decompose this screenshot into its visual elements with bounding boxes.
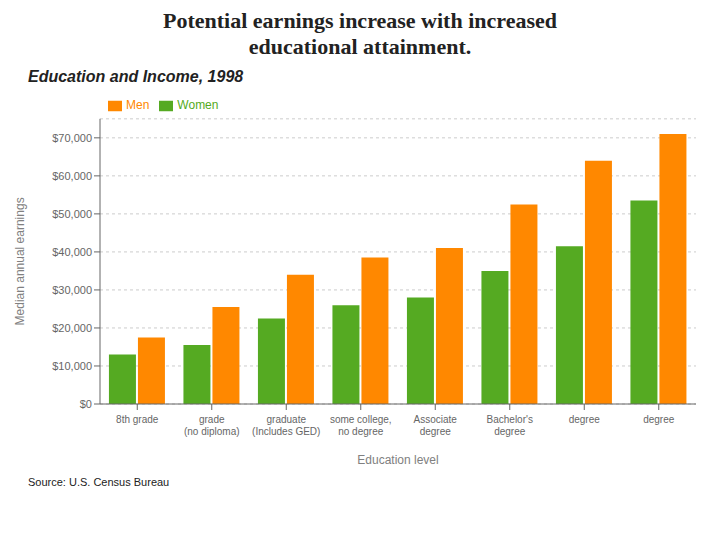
svg-text:$20,000: $20,000 xyxy=(52,322,92,334)
svg-text:$40,000: $40,000 xyxy=(52,246,92,258)
svg-text:$0: $0 xyxy=(80,398,92,410)
html-text:Women: Women xyxy=(177,98,219,112)
svg-text:degree: degree xyxy=(569,414,601,425)
svg-text:Bachelor'sdegree: Bachelor'sdegree xyxy=(487,414,533,437)
svg-text:$10,000: $10,000 xyxy=(52,360,92,372)
svg-text:$60,000: $60,000 xyxy=(52,170,92,182)
svg-text:8th grade: 8th grade xyxy=(116,414,159,425)
svg-text:$50,000: $50,000 xyxy=(52,208,92,220)
svg-text:some college,no degree: some college,no degree xyxy=(330,414,392,437)
svg-text:$30,000: $30,000 xyxy=(52,284,92,296)
html-text:Education and Income, 1998: Education and Income, 1998 xyxy=(28,68,244,85)
html-text:Men: Men xyxy=(126,98,150,112)
html-text:educational attainment.: educational attainment. xyxy=(248,34,472,59)
svg-text:Associatedegree: Associatedegree xyxy=(414,414,458,437)
svg-text:grade(no diploma): grade(no diploma) xyxy=(184,414,240,437)
html-text:Source: U.S. Census Bureau: Source: U.S. Census Bureau xyxy=(28,476,170,488)
svg-text:Median annual earnings: Median annual earnings xyxy=(13,197,27,325)
svg-text:Education level: Education level xyxy=(357,453,438,467)
svg-text:graduate(Includes GED): graduate(Includes GED) xyxy=(252,414,320,437)
html-text:Potential earnings increase wi: Potential earnings increase with increas… xyxy=(163,8,557,33)
svg-text:degree: degree xyxy=(643,414,675,425)
svg-text:$70,000: $70,000 xyxy=(52,132,92,144)
